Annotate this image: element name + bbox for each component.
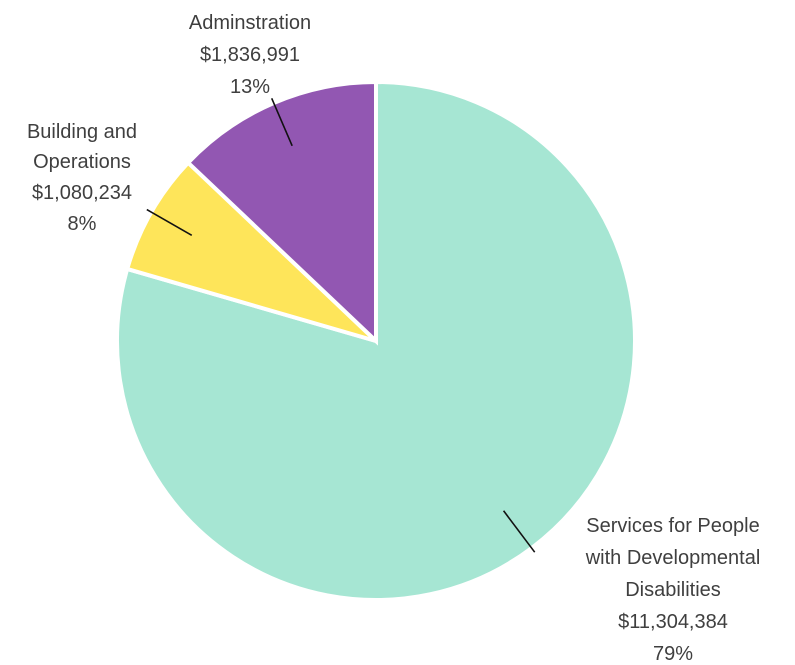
leader-services xyxy=(502,510,536,553)
label-admin-value: $1,836,991 xyxy=(200,44,300,66)
label-admin-name: Adminstration xyxy=(189,12,311,34)
label-services-percent: 79% xyxy=(653,643,693,665)
leader-building-operations xyxy=(146,208,193,237)
slice-labels: Services for People with Developmental D… xyxy=(27,12,760,665)
label-building-name-1: Building and xyxy=(27,121,137,143)
label-building-percent: 8% xyxy=(68,213,97,235)
label-building-name-2: Operations xyxy=(33,151,131,173)
leader-lines xyxy=(146,97,536,553)
label-services-name-3: Disabilities xyxy=(625,579,721,601)
label-services-name-2: with Developmental xyxy=(585,547,761,569)
label-services-value: $11,304,384 xyxy=(618,611,728,633)
leader-adminstration xyxy=(270,97,293,147)
label-building-value: $1,080,234 xyxy=(32,182,132,204)
label-admin-percent: 13% xyxy=(230,76,270,98)
label-services-name-1: Services for People xyxy=(586,515,759,537)
pie-slices xyxy=(115,79,637,602)
